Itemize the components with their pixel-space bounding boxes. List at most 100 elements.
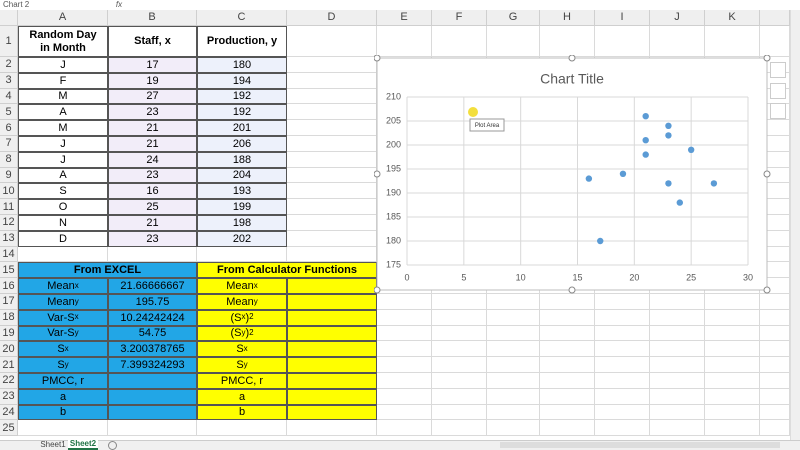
excel-label: Mean x: [18, 278, 108, 294]
cell: [760, 262, 790, 279]
day-cell: J: [18, 151, 108, 168]
sheet-tab[interactable]: Sheet2: [68, 439, 98, 450]
row-header: 7: [0, 136, 18, 152]
label-text: S: [57, 359, 65, 372]
calc-label: PMCC, r: [197, 373, 287, 389]
chart-button[interactable]: [770, 103, 786, 119]
subscript: x: [241, 312, 246, 322]
sheet-tab[interactable]: Sheet1: [40, 439, 66, 449]
row-header: 20: [0, 341, 18, 358]
cell: [287, 57, 377, 73]
excel-value: 54.75: [108, 325, 197, 342]
x-tick-label: 30: [743, 272, 753, 282]
row-header: 24: [0, 404, 18, 421]
cell: [595, 388, 650, 405]
resize-handle: [374, 286, 381, 294]
cell: [432, 404, 487, 421]
cell: [650, 404, 705, 421]
calc-value: [287, 357, 377, 373]
cell: [705, 420, 760, 437]
staff-cell: 25: [108, 199, 197, 215]
cell: [760, 246, 790, 263]
day-cell: F: [18, 72, 108, 89]
day-cell: S: [18, 183, 108, 200]
x-tick-label: 5: [461, 272, 466, 282]
excel-label: b: [18, 404, 108, 421]
column-header: K: [705, 10, 760, 26]
subscript: y: [74, 296, 79, 306]
excel-label: Var-S x: [18, 309, 108, 326]
staff-cell: 17: [108, 57, 197, 73]
cell: [595, 404, 650, 421]
cell: [432, 325, 487, 342]
row-header: 19: [0, 325, 18, 342]
formula-icon[interactable]: fx: [115, 0, 123, 9]
column-header: F: [432, 10, 487, 26]
row-header: 3: [0, 72, 18, 89]
label-text: Mean: [47, 295, 75, 308]
label-text: PMCC, r: [41, 374, 85, 387]
day-cell: J: [18, 57, 108, 73]
cell: [595, 420, 650, 437]
column-header: G: [487, 10, 540, 26]
production-cell: 188: [197, 151, 287, 168]
label-text: S: [236, 359, 244, 372]
production-cell: 201: [197, 120, 287, 136]
column-header: A: [18, 10, 108, 26]
column-header: I: [595, 10, 650, 26]
cell: [377, 26, 432, 57]
calc-value: [287, 294, 377, 310]
add-sheet[interactable]: [108, 441, 117, 450]
staff-cell: 19: [108, 72, 197, 89]
column-header: B: [108, 10, 197, 26]
cell: [705, 309, 760, 326]
y-tick-label: 210: [386, 91, 401, 101]
column-header: J: [650, 10, 705, 26]
cell: [432, 309, 487, 326]
excel-label: Mean y: [18, 294, 108, 310]
cell: [487, 294, 540, 310]
cell: [287, 246, 377, 263]
subscript: x: [253, 280, 258, 290]
day-cell: N: [18, 215, 108, 231]
cell: [377, 309, 432, 326]
cell: [650, 325, 705, 342]
row-header: 15: [0, 262, 18, 279]
production-cell: 194: [197, 72, 287, 89]
cell: [487, 325, 540, 342]
label-text: PMCC, r: [220, 374, 264, 387]
chart-title: Chart Title: [540, 71, 604, 87]
x-tick-label: 20: [629, 272, 639, 282]
label-text: Mean: [226, 295, 254, 308]
calc-header: From Calculator Functions: [197, 262, 377, 279]
cell: [760, 136, 790, 152]
subscript: y: [241, 328, 246, 338]
excel-value: [108, 404, 197, 421]
cell: [287, 104, 377, 121]
staff-cell: 23: [108, 167, 197, 184]
chart[interactable]: Chart Title 175 180 185 190 195 200 205 210 0 5 10 1…: [374, 55, 774, 295]
staff-cell: 21: [108, 215, 197, 231]
subscript: y: [243, 359, 248, 369]
cell: [760, 151, 790, 168]
row-header: 14: [0, 246, 18, 263]
production-cell: 180: [197, 57, 287, 73]
cell: [287, 72, 377, 89]
label-text: a: [59, 390, 67, 403]
cell: [287, 167, 377, 184]
label-text: (S: [230, 327, 242, 340]
column-header: H: [540, 10, 595, 26]
calc-label: Mean x: [197, 278, 287, 294]
chart-button[interactable]: [770, 62, 786, 78]
day-cell: O: [18, 199, 108, 215]
cell: [540, 325, 595, 342]
resize-handle: [568, 55, 576, 62]
name-box[interactable]: Chart 2: [3, 0, 30, 9]
point: [665, 180, 672, 187]
chart-button[interactable]: [770, 83, 786, 99]
table-header: Staff, x: [108, 26, 197, 57]
